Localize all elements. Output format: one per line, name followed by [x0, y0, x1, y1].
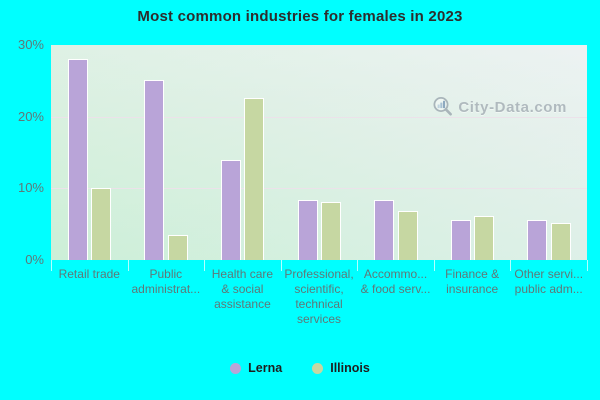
bar-lerna	[297, 199, 318, 260]
x-category-label: Public administrat...	[131, 267, 201, 296]
x-category-label: Retail trade	[58, 267, 120, 281]
legend-label: Illinois	[330, 361, 370, 375]
x-category-label: Finance & insurance	[445, 267, 500, 296]
bar-illinois	[167, 234, 188, 260]
watermark: City-Data.com	[431, 95, 567, 119]
bar-lerna	[67, 58, 88, 260]
plot-area: City-Data.com	[51, 45, 587, 260]
y-tick-label: 20%	[17, 108, 44, 124]
x-category-label: Health care & social assistance	[211, 267, 274, 311]
legend-item-lerna: Lerna	[230, 361, 282, 375]
x-tick	[127, 260, 129, 271]
bar-lerna	[144, 80, 165, 260]
bar-illinois	[321, 201, 341, 260]
gridline	[51, 188, 587, 190]
bar-illinois	[550, 222, 571, 260]
x-category-label: Other servi... public adm...	[514, 267, 584, 296]
magnifier-chart-icon	[431, 95, 455, 119]
x-category-label: Professional, scientific, technical serv…	[284, 267, 354, 326]
bar-illinois	[91, 188, 112, 260]
legend: Lerna Illinois	[0, 361, 600, 375]
x-tick	[204, 260, 206, 271]
x-tick	[357, 260, 359, 271]
bar-illinois	[474, 215, 495, 260]
y-tick-label: 30%	[17, 37, 44, 52]
x-category-label: Accommo... & food serv...	[360, 267, 431, 296]
x-tick	[587, 260, 588, 271]
bar-lerna	[374, 199, 395, 260]
bar-illinois	[397, 210, 418, 260]
legend-swatch-icon	[312, 362, 324, 374]
bar-lerna	[527, 219, 548, 260]
legend-item-illinois: Illinois	[312, 361, 370, 375]
y-tick-label: 0%	[25, 252, 44, 267]
x-tick	[510, 260, 512, 271]
legend-label: Lerna	[248, 361, 283, 375]
y-tick-label: 10%	[17, 180, 44, 196]
bar-illinois	[244, 98, 265, 260]
gridline	[51, 116, 587, 118]
x-tick	[433, 260, 435, 271]
bar-lerna	[220, 160, 241, 260]
chart-title: Most common industries for females in 20…	[137, 8, 463, 25]
watermark-label: City-Data.com	[458, 98, 567, 116]
legend-swatch-icon	[230, 362, 242, 374]
bar-lerna	[450, 219, 471, 260]
x-tick	[280, 260, 282, 271]
x-tick	[51, 260, 52, 271]
